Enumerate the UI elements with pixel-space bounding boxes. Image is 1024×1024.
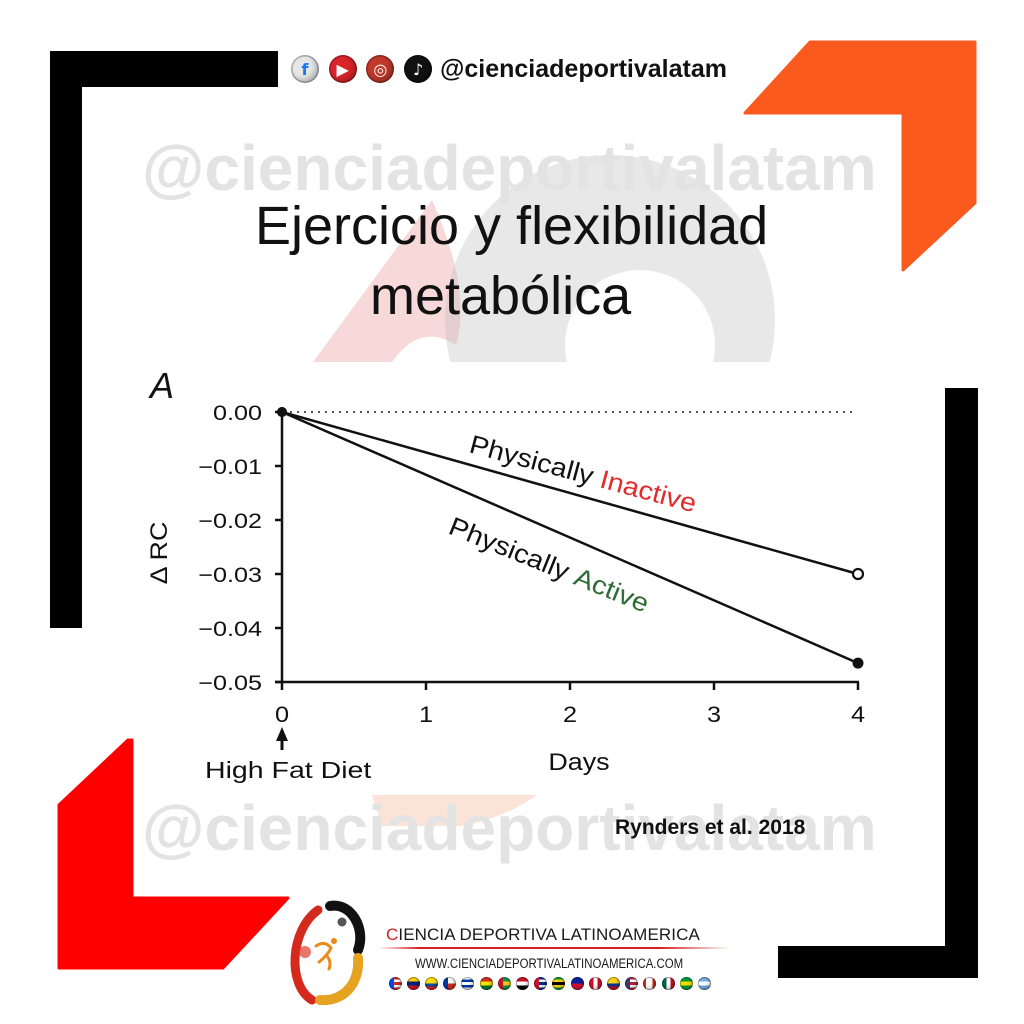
logo-black-arc <box>325 900 366 955</box>
corner-orange-top-right <box>743 40 977 272</box>
y-tick-label: 0.00 <box>213 401 262 425</box>
y-tick-label: −0.05 <box>198 671 262 695</box>
y-tick-label: −0.01 <box>198 455 262 479</box>
y-tick-label: −0.02 <box>198 509 262 533</box>
flag-mexico-icon <box>661 977 675 990</box>
watermark-top: @cienciadeportivalatam <box>142 132 877 204</box>
ghost-orange-band <box>372 795 537 826</box>
flag-ecuador-icon <box>424 977 438 990</box>
series-line-physically-inactive <box>281 410 859 576</box>
y-axis-label: Δ RC <box>146 522 172 585</box>
y-tick-label: −0.03 <box>198 563 262 587</box>
website-url: WWW.CIENCIADEPORTIVALATINOAMERICA.COM <box>415 956 684 971</box>
ghost-red-wedge <box>313 200 461 362</box>
corner-red-bottom-left <box>57 738 290 970</box>
logo-eye <box>337 917 347 927</box>
arrow-shaft <box>280 738 284 750</box>
youtube-icon: ▶ <box>328 55 357 83</box>
frame-black-bottom-right <box>778 388 978 978</box>
arrow-up-icon <box>276 727 288 741</box>
flag-canada-icon <box>643 977 657 990</box>
flag-red-white-black-icon <box>515 977 529 990</box>
x-tick-label: 0 <box>275 703 289 727</box>
chart-background <box>140 362 890 795</box>
flag-cuba-icon <box>534 977 548 990</box>
x-axis-label: Days <box>548 749 609 775</box>
logo-runner-head <box>331 938 337 944</box>
instagram-icon: ◎ <box>366 55 395 83</box>
flag-chile-icon <box>443 977 457 990</box>
flag-guyana-icon <box>497 977 511 990</box>
flag-peru-icon <box>588 977 602 990</box>
flag-uruguay-icon <box>461 977 475 990</box>
brand-name: CIENCIA DEPORTIVA LATINOAMERICA <box>386 926 700 943</box>
logo-red-arc <box>290 905 323 1005</box>
annotation-high-fat-diet: High Fat Diet <box>205 758 371 783</box>
flag-jamaica-icon <box>552 977 566 990</box>
series-end-marker-physically-inactive <box>851 567 865 581</box>
logo-red-ball <box>299 946 311 958</box>
flag-venezuela-icon <box>406 977 420 990</box>
page-title-line1: Ejercicio y flexibilidad <box>255 196 769 256</box>
flag-bolivia-icon <box>479 977 493 990</box>
social-handle: @cienciadeportivalatam <box>440 55 727 83</box>
x-tick-label: 1 <box>419 703 433 727</box>
x-tick-label: 4 <box>851 703 865 727</box>
frame-black-top-left <box>50 51 278 628</box>
flag-haiti-icon <box>570 977 584 990</box>
watermark-bottom: @cienciadeportivalatam <box>142 792 877 864</box>
citation: Rynders et al. 2018 <box>615 816 806 839</box>
series-line-physically-active <box>281 410 859 665</box>
flag-argentina-icon <box>697 977 711 990</box>
x-tick-label: 2 <box>563 703 577 727</box>
tiktok-icon: ♪ <box>404 55 433 83</box>
logo-runner-figure <box>314 941 333 971</box>
series-start-marker-physically-active <box>277 407 287 417</box>
flag-colombia-icon <box>606 977 620 990</box>
flag-brazil-icon <box>679 977 693 990</box>
x-tick-label: 3 <box>707 703 721 727</box>
y-tick-label: −0.04 <box>198 617 262 641</box>
brand-name-initial: C <box>386 925 399 944</box>
brand-name-rest: IENCIA DEPORTIVA LATINOAMERICA <box>398 925 700 944</box>
brand-underline <box>378 947 730 949</box>
facebook-icon: f <box>291 55 319 83</box>
flag-puerto-rico-icon <box>388 977 402 990</box>
panel-label: A <box>148 365 174 406</box>
page-title-line2: metabólica <box>370 266 632 326</box>
series-end-marker-physically-active <box>852 657 864 669</box>
flag-usa-icon <box>625 977 639 990</box>
logo-gold-arc <box>315 953 364 1006</box>
